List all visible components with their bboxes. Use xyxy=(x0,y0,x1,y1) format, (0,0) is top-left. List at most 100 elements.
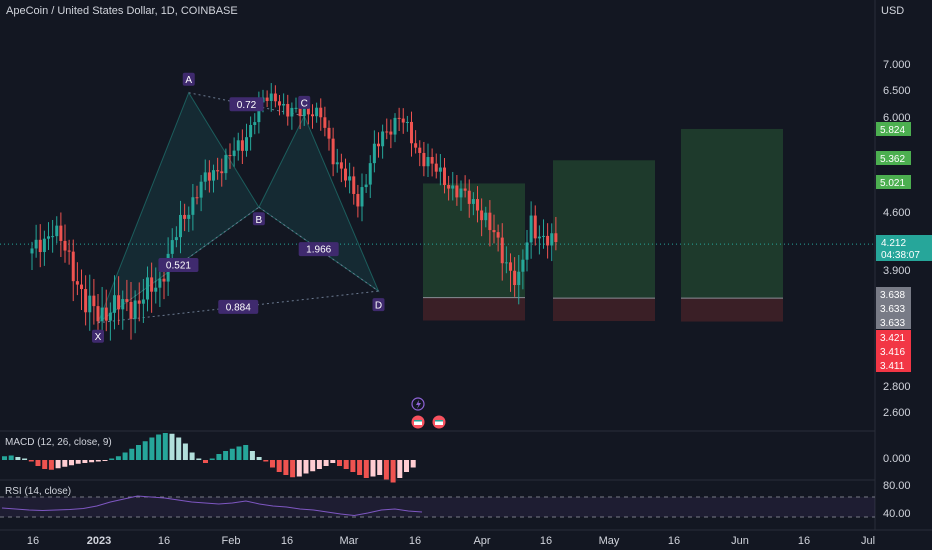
candle-body xyxy=(492,230,496,233)
event-icon-stripe xyxy=(414,420,422,422)
ratio-label-xd-bg xyxy=(218,299,259,314)
candle-body xyxy=(443,167,446,186)
stop-price-label-bg xyxy=(876,330,911,344)
flash-icon xyxy=(411,397,425,411)
candle-body xyxy=(63,240,67,251)
candle-body xyxy=(480,210,484,221)
macd-bar xyxy=(22,458,28,460)
candle-body xyxy=(546,235,550,246)
date-tick: May xyxy=(599,535,620,547)
date-tick: 16 xyxy=(158,535,170,547)
price-tick: 7.000 xyxy=(883,59,911,71)
candle-body xyxy=(463,188,467,191)
pattern-point-label: D xyxy=(375,301,382,312)
candle-body xyxy=(113,295,116,313)
candle-body xyxy=(141,299,145,304)
date-tick: Apr xyxy=(473,535,490,547)
candle-body xyxy=(537,236,541,239)
target-price-label-bg xyxy=(876,122,911,136)
candle-body xyxy=(42,238,46,253)
macd-label[interactable]: MACD (12, 26, close, 9) xyxy=(5,437,112,448)
macd-bar xyxy=(95,460,101,462)
candle-body xyxy=(294,107,298,109)
event-icon-card xyxy=(414,420,422,425)
loss-zone xyxy=(423,297,525,321)
countdown-value: 04:38:07 xyxy=(881,250,920,261)
candle-body xyxy=(117,295,121,310)
candle-body xyxy=(71,251,75,282)
price-tick: 6.500 xyxy=(883,85,911,97)
macd-bar xyxy=(337,460,342,466)
rsi-band xyxy=(0,497,875,517)
candle-body xyxy=(207,172,211,181)
macd-bar xyxy=(357,460,363,475)
macd-bar xyxy=(276,460,282,472)
candle-body xyxy=(422,152,426,167)
date-tick: 16 xyxy=(27,535,39,547)
event-icon-card xyxy=(435,420,443,425)
candle-body xyxy=(533,215,537,239)
candle-body xyxy=(282,103,286,106)
date-tick: 16 xyxy=(668,535,680,547)
macd-bar xyxy=(2,456,7,460)
price-tick: 2.600 xyxy=(883,407,911,419)
profit-zone xyxy=(553,160,655,299)
loss-zone xyxy=(681,298,783,322)
candle-body xyxy=(253,122,257,125)
date-tick: 16 xyxy=(540,535,552,547)
candle-body xyxy=(80,284,83,290)
chart-title: ApeCoin / United States Dollar, 1D, COIN… xyxy=(6,5,238,17)
macd-bar xyxy=(35,460,41,466)
candle-body xyxy=(191,197,195,215)
candle-body xyxy=(352,176,356,194)
candle-body xyxy=(348,176,352,181)
candle-body xyxy=(438,167,442,172)
candle-body xyxy=(323,117,327,128)
candle-body xyxy=(377,143,380,147)
candle-body xyxy=(59,225,63,241)
pattern-leg-xab xyxy=(96,91,260,325)
candle-body xyxy=(298,107,302,117)
macd-bar xyxy=(149,437,155,460)
candle-body xyxy=(302,107,306,117)
candle-body xyxy=(150,277,154,292)
macd-bar xyxy=(28,460,34,462)
macd-bar xyxy=(363,460,369,478)
candle-body xyxy=(381,131,385,147)
candle-body xyxy=(451,185,455,189)
candle-body xyxy=(500,237,504,264)
candle-body xyxy=(290,107,294,117)
macd-bar xyxy=(15,457,21,460)
ratio-line-bd xyxy=(258,206,379,292)
candle-body xyxy=(121,299,125,310)
candle-body xyxy=(471,199,475,204)
macd-bar xyxy=(310,460,316,472)
candle-body xyxy=(550,233,554,246)
macd-bar xyxy=(102,460,108,461)
candle-body xyxy=(75,281,79,285)
macd-bar xyxy=(256,457,262,460)
candle-body xyxy=(401,118,405,123)
macd-bar xyxy=(136,445,141,460)
macd-bar xyxy=(196,458,202,460)
chart-icons xyxy=(411,397,446,429)
candle-body xyxy=(397,117,401,119)
macd-bar xyxy=(42,460,48,469)
candle-body xyxy=(339,162,343,169)
candle-body xyxy=(125,299,129,302)
rsi-label[interactable]: RSI (14, close) xyxy=(5,486,72,497)
candle-body xyxy=(240,140,244,151)
candle-body xyxy=(356,193,360,207)
candle-body xyxy=(179,214,182,238)
pattern-point-badge xyxy=(92,329,104,343)
target-price-label: 5.824 xyxy=(880,125,905,136)
candles xyxy=(30,83,558,343)
candle-body xyxy=(30,248,34,254)
candle-body xyxy=(38,239,42,253)
candle-body xyxy=(88,295,92,313)
macd-bar xyxy=(75,460,81,464)
candle-body xyxy=(133,300,137,319)
entry-price-label: 3.633 xyxy=(880,318,905,329)
ratio-line-xb xyxy=(97,206,260,324)
